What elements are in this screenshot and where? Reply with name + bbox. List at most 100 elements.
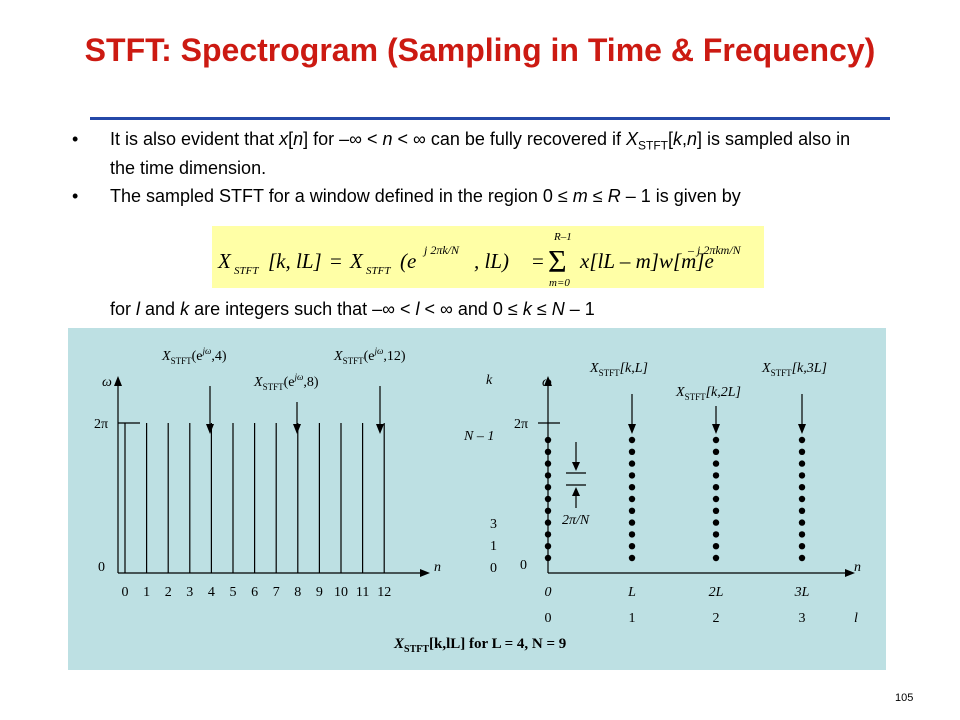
eq-mid-x: X bbox=[349, 249, 364, 273]
x-tick-label: 1 bbox=[143, 585, 150, 600]
l-tick-label: 2 bbox=[713, 611, 720, 626]
right-n-label: n bbox=[854, 560, 861, 575]
eq-lhs-x: X bbox=[217, 249, 232, 273]
stft-sample-dot bbox=[628, 507, 636, 514]
spacing-label: 2π/N bbox=[562, 513, 590, 528]
x-tick-label: 2 bbox=[165, 585, 172, 600]
eq-rhs: x[lL – m]w[m]e bbox=[579, 249, 714, 273]
left-2pi-tick: 2π bbox=[94, 417, 108, 432]
svg-text:=: = bbox=[532, 249, 544, 273]
n-minus-1-label: N – 1 bbox=[463, 429, 494, 444]
stft-sample-dot bbox=[628, 543, 636, 550]
l-tick-label: 0 bbox=[545, 611, 552, 626]
integer-condition-text: for l and k are integers such that –∞ < … bbox=[110, 299, 595, 319]
page-number: 105 bbox=[895, 692, 914, 704]
stft-sample-dot bbox=[628, 448, 636, 455]
right-plot bbox=[538, 376, 855, 577]
stft-sample-dot bbox=[712, 531, 720, 538]
eq-mid-sub: STFT bbox=[366, 265, 391, 277]
stft-sample-dot bbox=[798, 448, 806, 455]
stft-sample-dot bbox=[544, 554, 552, 562]
stft-sample-dot bbox=[712, 448, 720, 455]
x-tick-label: 8 bbox=[294, 585, 301, 600]
stft-sample-dot bbox=[712, 554, 720, 562]
eq-mid-exp: j 2πk/N bbox=[422, 243, 460, 257]
slide-title: STFT: Spectrogram (Sampling in Time & Fr… bbox=[84, 32, 876, 68]
n-tick-label: L bbox=[627, 585, 636, 600]
stft-sample-dot bbox=[628, 472, 636, 479]
left-omega-label: ω bbox=[102, 375, 112, 390]
arrow-n12 bbox=[376, 424, 384, 434]
stft-sample-dot bbox=[544, 472, 552, 479]
bullet-marker: • bbox=[72, 186, 79, 206]
x-tick-label: 11 bbox=[356, 585, 369, 600]
left-plot bbox=[114, 376, 430, 577]
x-tick-label: 4 bbox=[208, 585, 215, 600]
stft-sample-dot bbox=[544, 507, 552, 514]
x-tick-label: 9 bbox=[316, 585, 323, 600]
figure-caption: XSTFT[k,lL] for L = 4, N = 9 bbox=[393, 636, 566, 655]
n-tick-label: 0 bbox=[545, 585, 552, 600]
eq-mid-tail: , lL) bbox=[474, 249, 509, 273]
stft-sample-dot bbox=[798, 554, 806, 562]
left-n-label: n bbox=[434, 560, 441, 575]
stft-sample-dot bbox=[798, 472, 806, 479]
right-2pi-tick: 2π bbox=[514, 417, 528, 432]
stft-sample-dot bbox=[798, 436, 806, 444]
left-zero-tick: 0 bbox=[98, 560, 105, 575]
annotation-k-2L: XSTFT[k,2L] bbox=[675, 385, 741, 402]
arrow-n4 bbox=[206, 424, 214, 434]
stft-sample-dot bbox=[544, 519, 552, 526]
right-omega-label: ω bbox=[542, 375, 552, 390]
stft-sample-dot bbox=[798, 495, 806, 503]
annotation-n12: XSTFT(ejω,12) bbox=[333, 346, 406, 366]
x-tick-label: 0 bbox=[122, 585, 129, 600]
l-tick-label: 1 bbox=[629, 611, 636, 626]
stft-sample-dot bbox=[544, 543, 552, 550]
bullet-marker: • bbox=[72, 129, 79, 149]
arrow-k-L bbox=[628, 424, 636, 434]
eq-lhs-args: [k, lL] bbox=[268, 249, 322, 273]
stft-sample-dot bbox=[712, 472, 720, 479]
eq-sum-upper: R–1 bbox=[553, 231, 572, 243]
stft-sample-dot bbox=[628, 484, 636, 491]
title-underline bbox=[90, 117, 890, 120]
stft-sample-dot bbox=[798, 484, 806, 491]
stft-sample-dot bbox=[628, 436, 636, 444]
stft-sample-dot bbox=[544, 448, 552, 455]
l-axis-label: l bbox=[854, 611, 858, 626]
stft-sample-dot bbox=[628, 519, 636, 526]
stft-sample-dot bbox=[544, 495, 552, 503]
x-tick-label: 6 bbox=[251, 585, 258, 600]
stft-sample-dot bbox=[712, 519, 720, 526]
bullet-text-2: The sampled STFT for a window defined in… bbox=[110, 186, 741, 206]
right-zero-tick: 0 bbox=[520, 558, 527, 573]
n-tick-label: 3L bbox=[794, 585, 810, 600]
stft-sample-dot bbox=[798, 531, 806, 538]
k-tick: 1 bbox=[490, 539, 497, 554]
eq-rhs-exp: – j 2πkm/N bbox=[687, 243, 742, 257]
k-axis-label: k bbox=[486, 373, 493, 388]
stft-sample-dot bbox=[798, 519, 806, 526]
annotation-n4: XSTFT(ejω,4) bbox=[161, 346, 227, 366]
eq-sum-lower: m=0 bbox=[549, 277, 570, 288]
annotation-k-L: XSTFT[k,L] bbox=[589, 361, 648, 378]
l-tick-label: 3 bbox=[799, 611, 806, 626]
stft-sample-dot bbox=[628, 460, 636, 467]
annotation-k-3L: XSTFT[k,3L] bbox=[761, 361, 827, 378]
stft-sample-dot bbox=[798, 543, 806, 550]
eq-mid-args: (e bbox=[400, 249, 416, 273]
eq-lhs-sub: STFT bbox=[234, 265, 259, 277]
x-tick-label: 3 bbox=[186, 585, 193, 600]
stft-equation: X STFT [k, lL] = X STFT (e j 2πk/N , lL)… bbox=[212, 226, 764, 289]
stft-sample-dot bbox=[712, 484, 720, 491]
stft-sample-dot bbox=[628, 495, 636, 503]
eq-sum-symbol: Σ bbox=[548, 243, 567, 279]
svg-text:=: = bbox=[330, 249, 342, 273]
arrow-k-2L bbox=[712, 424, 720, 434]
stft-sample-dot bbox=[798, 507, 806, 514]
stft-sample-dot bbox=[544, 484, 552, 491]
stft-sample-dot bbox=[712, 460, 720, 467]
k-tick: 0 bbox=[490, 561, 497, 576]
arrow-k-3L bbox=[798, 424, 806, 434]
